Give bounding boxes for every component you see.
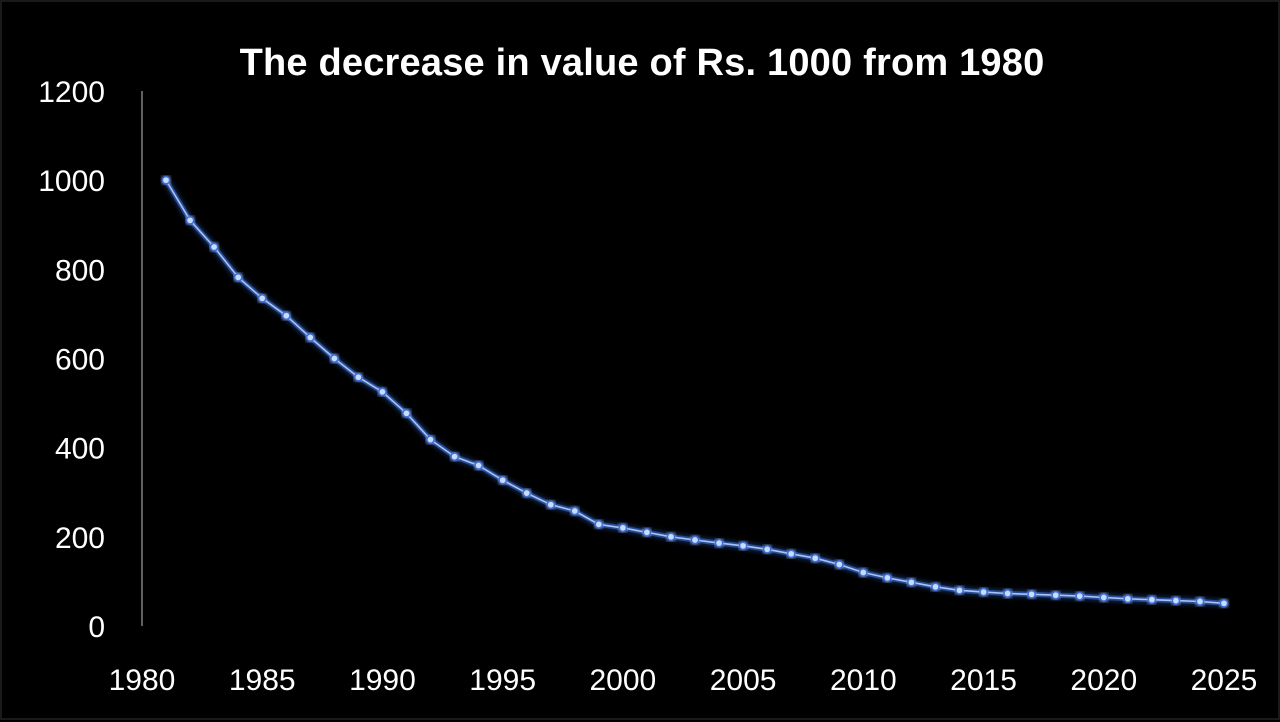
data-point xyxy=(498,475,508,485)
data-point xyxy=(1219,598,1229,608)
y-axis-ticks: 0 200 400 600 800 1000 1200 xyxy=(38,76,105,644)
data-point xyxy=(546,500,556,510)
x-tick-label: 2020 xyxy=(1070,664,1137,697)
data-point xyxy=(690,535,700,545)
data-point xyxy=(666,532,676,542)
data-point xyxy=(618,523,628,533)
x-tick-label: 2025 xyxy=(1191,664,1258,697)
data-point xyxy=(714,538,724,548)
x-tick-label: 2015 xyxy=(950,664,1017,697)
data-point xyxy=(594,520,604,529)
y-tick-label: 600 xyxy=(55,344,105,377)
data-point xyxy=(738,541,748,551)
y-tick-label: 1000 xyxy=(38,165,105,198)
data-point xyxy=(474,461,483,470)
data-point xyxy=(1171,596,1181,605)
data-point xyxy=(185,215,195,225)
data-point xyxy=(378,387,387,397)
data-point xyxy=(642,528,652,537)
x-tick-label: 1985 xyxy=(229,664,296,697)
y-tick-label: 200 xyxy=(55,522,105,555)
data-point xyxy=(955,585,964,595)
series-layer xyxy=(161,175,1229,608)
data-point xyxy=(426,435,435,444)
data-point xyxy=(330,354,339,363)
data-point xyxy=(1123,594,1133,604)
data-point xyxy=(1003,589,1012,598)
x-tick-label: 2005 xyxy=(710,664,777,697)
x-tick-label: 2000 xyxy=(590,664,657,697)
data-point xyxy=(1195,597,1205,606)
data-point xyxy=(786,549,796,559)
data-point xyxy=(1051,590,1061,600)
data-point xyxy=(281,311,291,321)
x-tick-label: 1995 xyxy=(469,664,536,697)
x-tick-label: 1990 xyxy=(349,664,416,697)
data-point xyxy=(1147,595,1157,605)
data-point xyxy=(209,242,219,252)
data-point xyxy=(305,333,315,342)
x-tick-label: 1980 xyxy=(109,664,176,697)
data-point xyxy=(834,560,844,569)
data-point xyxy=(931,582,940,592)
chart-title: The decrease in value of Rs. 1000 from 1… xyxy=(239,42,1045,84)
data-point xyxy=(1099,593,1109,602)
data-point xyxy=(1075,591,1085,601)
y-tick-label: 1200 xyxy=(38,76,105,109)
y-tick-label: 0 xyxy=(88,611,105,644)
data-point xyxy=(522,488,532,498)
data-point xyxy=(979,587,988,597)
data-point xyxy=(810,553,820,563)
data-point xyxy=(161,175,171,185)
data-point xyxy=(450,452,459,461)
data-point xyxy=(1027,589,1036,599)
x-axis-ticks: 1980 1985 1990 1995 2000 2005 2010 2015 2020 2025 xyxy=(109,664,1258,697)
y-tick-label: 800 xyxy=(55,254,105,287)
data-point xyxy=(762,544,772,554)
data-point xyxy=(907,577,916,587)
data-point xyxy=(883,573,892,583)
data-point xyxy=(858,568,868,577)
data-point xyxy=(233,273,243,282)
x-tick-label: 2010 xyxy=(830,664,897,697)
data-point xyxy=(570,506,580,516)
data-point xyxy=(402,408,411,418)
y-tick-label: 400 xyxy=(55,433,105,466)
data-point xyxy=(354,372,363,382)
data-point xyxy=(257,293,267,303)
